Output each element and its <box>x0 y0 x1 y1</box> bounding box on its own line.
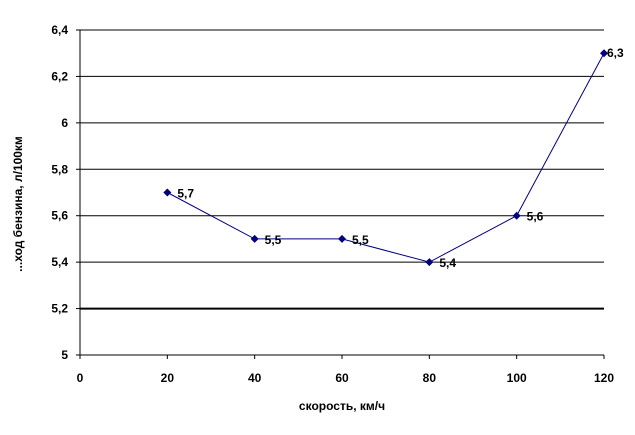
axes <box>76 29 605 359</box>
x-tick-label: 20 <box>161 371 175 385</box>
y-tick-label: 6,2 <box>51 69 68 83</box>
y-tick-label: 6,4 <box>51 23 68 37</box>
y-tick-label: 5,6 <box>51 209 68 223</box>
y-tick-label: 6 <box>61 116 68 130</box>
y-tick-label: 5 <box>61 348 68 362</box>
series-line <box>167 52 605 263</box>
x-tick-label: 40 <box>248 371 262 385</box>
data-point <box>425 258 434 267</box>
y-tick-labels: 5 5,2 5,4 5,6 5,8 6 6,2 6,4 <box>51 23 68 362</box>
y-axis-title: ...ход бензина, л/100км <box>11 136 25 272</box>
data-label: 6,3 <box>607 46 624 60</box>
data-point <box>338 234 346 243</box>
data-label: 5,5 <box>352 233 369 247</box>
data-label: 5,5 <box>265 233 282 247</box>
data-point <box>600 49 608 58</box>
data-label: 5,4 <box>439 256 456 270</box>
y-tick-label: 5,8 <box>51 162 68 176</box>
data-label: 5,6 <box>527 210 544 224</box>
x-tick-label: 80 <box>423 371 437 385</box>
gridlines <box>80 29 604 310</box>
data-point <box>512 211 521 220</box>
plot-area <box>80 30 604 355</box>
y-tick-label: 5,2 <box>51 302 68 316</box>
x-tick-label: 0 <box>77 371 84 385</box>
data-point <box>163 188 172 197</box>
x-tick-label: 100 <box>507 371 527 385</box>
series: 5,7 5,5 5,5 5,4 5,6 6,3 <box>163 46 624 270</box>
x-tick-labels: 0 20 40 60 80 100 120 <box>77 371 615 385</box>
data-point <box>250 234 259 243</box>
x-tick-label: 120 <box>594 371 614 385</box>
x-tick-label: 60 <box>335 371 349 385</box>
data-label: 5,7 <box>177 187 194 201</box>
x-axis-title: скорость, км/ч <box>299 399 385 413</box>
y-tick-label: 5,4 <box>51 255 68 269</box>
